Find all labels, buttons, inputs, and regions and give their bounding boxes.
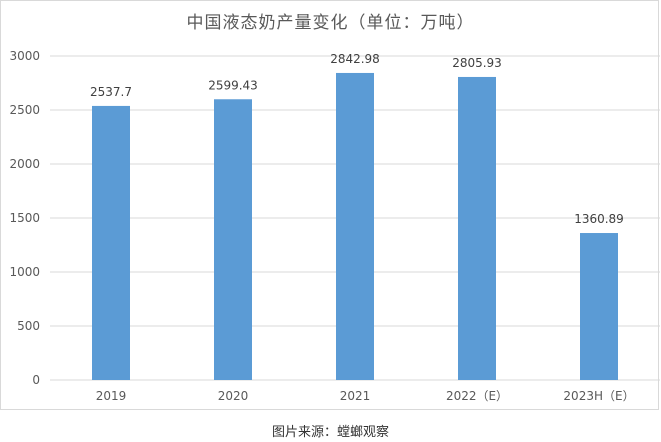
bar xyxy=(214,99,252,380)
plot-area: 2537.7 2599.43 2842.98 2805.93 1360.89 0 500 1… xyxy=(9,49,660,403)
y-axis-ticks: 0 500 1000 1500 2000 2500 3000 xyxy=(9,49,40,387)
data-label: 2537.7 xyxy=(90,85,132,99)
bar xyxy=(336,72,374,380)
y-tick-label: 2500 xyxy=(9,103,40,117)
y-tick-label: 1500 xyxy=(9,211,40,225)
x-tick-label: 2023H（E） xyxy=(563,389,634,403)
data-label: 2842.98 xyxy=(330,52,380,66)
y-tick-label: 3000 xyxy=(9,49,40,63)
bar xyxy=(92,105,130,380)
source-caption: 图片来源：螳螂观察 xyxy=(271,425,389,440)
data-label: 1360.89 xyxy=(574,212,624,226)
x-axis-ticks: 2019 2020 2021 2022（E） 2023H（E） xyxy=(96,389,635,403)
y-tick-label: 0 xyxy=(32,373,40,387)
bar xyxy=(458,76,496,380)
x-tick-label: 2019 xyxy=(96,389,127,403)
x-tick-label: 2022（E） xyxy=(446,389,508,403)
x-tick-label: 2021 xyxy=(340,389,371,403)
data-label: 2599.43 xyxy=(208,78,258,92)
data-label: 2805.93 xyxy=(452,56,502,70)
x-tick-label: 2020 xyxy=(218,389,249,403)
chart-title: 中国液态奶产量变化（单位：万吨） xyxy=(186,13,475,33)
bars xyxy=(92,72,618,380)
y-tick-label: 1000 xyxy=(9,265,40,279)
bar xyxy=(580,233,618,380)
y-tick-label: 500 xyxy=(17,319,40,333)
data-labels: 2537.7 2599.43 2842.98 2805.93 1360.89 xyxy=(90,52,624,226)
y-tick-label: 2000 xyxy=(9,157,40,171)
